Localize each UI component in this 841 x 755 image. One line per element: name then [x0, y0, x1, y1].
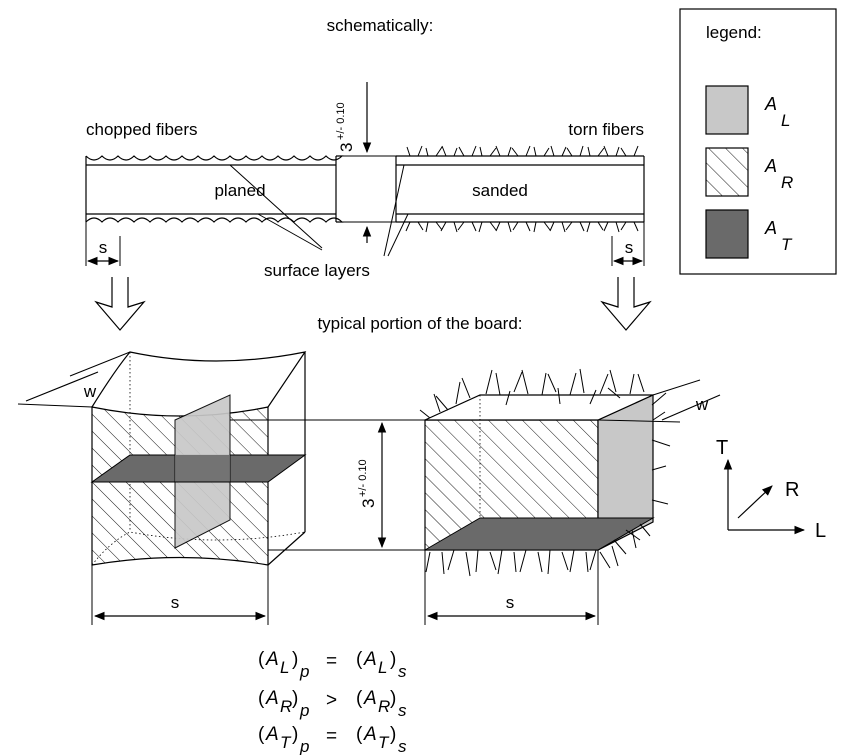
- svg-text:(: (: [356, 724, 363, 745]
- legend-box: [679, 8, 837, 275]
- legend-title: legend:: [706, 23, 762, 42]
- svg-text:p: p: [299, 662, 309, 681]
- legend-label-al: A L: [764, 94, 790, 130]
- svg-text:A: A: [764, 94, 777, 114]
- svg-text:(: (: [356, 649, 363, 670]
- top-thickness-label: 3 +/- 0.10: [335, 102, 356, 152]
- equation-ar: ( A R ) p > ( A R ) s: [258, 688, 407, 720]
- svg-text:R: R: [280, 697, 292, 716]
- torn-fibers-label: torn fibers: [568, 120, 644, 139]
- svg-text:s: s: [506, 593, 515, 612]
- axis-triad: T R L: [716, 437, 826, 542]
- svg-text:(: (: [356, 688, 363, 709]
- torn-fibers-bottom: [405, 221, 639, 233]
- chopped-fibers-label: chopped fibers: [86, 120, 198, 139]
- surface-layers-label: surface layers: [264, 261, 370, 280]
- svg-text:): ): [292, 649, 298, 670]
- equations: ( A L ) p = ( A L ) s ( A R ) p > ( A R …: [258, 649, 407, 755]
- svg-text:A: A: [764, 218, 777, 238]
- svg-text:p: p: [299, 701, 309, 720]
- legend-swatch-al: [705, 85, 749, 135]
- svg-text:A: A: [764, 156, 777, 176]
- svg-text:+/- 0.10: +/- 0.10: [335, 102, 347, 140]
- sanded-label: sanded: [472, 181, 528, 200]
- svg-text:L: L: [280, 658, 289, 677]
- legend-swatch-at: [705, 209, 749, 259]
- schematic-title: schematically:: [327, 16, 434, 35]
- svg-text:R: R: [378, 697, 390, 716]
- svg-text:L: L: [378, 658, 387, 677]
- svg-text:): ): [390, 649, 396, 670]
- svg-text:): ): [292, 724, 298, 745]
- svg-text:>: >: [326, 690, 337, 711]
- top-left-s-dim: s: [85, 222, 121, 266]
- torn-fibers-top: [406, 145, 639, 157]
- svg-text:=: =: [326, 726, 337, 747]
- left-hollow-arrow: [94, 277, 146, 331]
- bottom-left-s-dim: s: [91, 565, 269, 625]
- svg-text:3: 3: [337, 143, 356, 152]
- svg-text:A: A: [265, 688, 279, 709]
- svg-text:): ): [390, 688, 396, 709]
- legend-swatch-ar: [705, 147, 749, 197]
- sanded-block-3d: [419, 368, 671, 577]
- svg-text:+/- 0.10: +/- 0.10: [357, 459, 369, 497]
- svg-text:s: s: [625, 238, 634, 257]
- svg-text:p: p: [299, 737, 309, 755]
- surface-layers-leaders: [229, 164, 409, 257]
- legend-label-at: A T: [764, 218, 793, 254]
- equation-al: ( A L ) p = ( A L ) s: [258, 649, 407, 681]
- svg-text:3: 3: [359, 499, 378, 508]
- svg-text:(: (: [258, 649, 265, 670]
- svg-text:A: A: [363, 688, 377, 709]
- svg-text:): ): [390, 724, 396, 745]
- svg-text:A: A: [265, 724, 279, 745]
- svg-text:s: s: [171, 593, 180, 612]
- axis-r-label: R: [785, 479, 799, 501]
- svg-text:T: T: [781, 235, 793, 254]
- svg-text:w: w: [83, 382, 97, 401]
- sanded-fibers: [419, 368, 671, 577]
- svg-text:s: s: [99, 238, 108, 257]
- axis-t-label: T: [716, 437, 728, 459]
- axis-l-label: L: [815, 520, 826, 542]
- svg-text:T: T: [280, 733, 292, 752]
- svg-text:A: A: [265, 649, 279, 670]
- bottom-right-s-dim: s: [424, 550, 599, 625]
- svg-text:T: T: [378, 733, 390, 752]
- planed-board: planed: [85, 155, 344, 223]
- svg-text:s: s: [398, 701, 407, 720]
- svg-text:(: (: [258, 688, 265, 709]
- svg-text:w: w: [695, 395, 709, 414]
- right-hollow-arrow: [600, 277, 652, 331]
- svg-text:A: A: [363, 724, 377, 745]
- svg-text:R: R: [781, 173, 793, 192]
- top-right-s-dim: s: [611, 222, 645, 266]
- legend-label-ar: A R: [764, 156, 793, 192]
- svg-text:(: (: [258, 724, 265, 745]
- svg-text:): ): [292, 688, 298, 709]
- equation-at: ( A T ) p = ( A T ) s: [258, 724, 407, 755]
- svg-text:A: A: [363, 649, 377, 670]
- left-w-dim: w: [17, 351, 131, 408]
- svg-text:=: =: [326, 651, 337, 672]
- svg-text:s: s: [398, 662, 407, 681]
- svg-text:s: s: [398, 737, 407, 755]
- sanded-board: sanded: [395, 145, 645, 233]
- right-w-dim: w: [597, 379, 721, 423]
- planed-block-3d: [90, 351, 307, 566]
- typical-portion-title: typical portion of the board:: [317, 314, 522, 333]
- svg-text:L: L: [781, 111, 790, 130]
